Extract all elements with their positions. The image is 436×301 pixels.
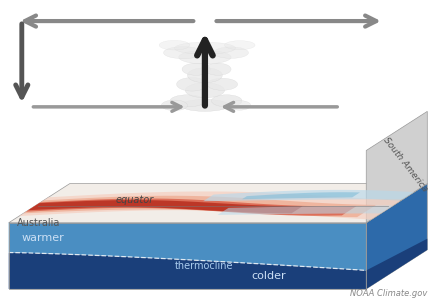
Polygon shape [218, 206, 393, 215]
Ellipse shape [170, 95, 205, 107]
Polygon shape [203, 190, 414, 201]
Polygon shape [366, 239, 427, 289]
Text: Australia: Australia [17, 218, 60, 228]
Polygon shape [28, 200, 303, 213]
Ellipse shape [229, 101, 251, 110]
Ellipse shape [177, 77, 207, 91]
Ellipse shape [164, 47, 203, 59]
Ellipse shape [207, 78, 238, 90]
Ellipse shape [185, 83, 225, 98]
Text: colder: colder [252, 271, 286, 281]
Polygon shape [366, 184, 427, 289]
Ellipse shape [159, 40, 190, 50]
Polygon shape [24, 196, 376, 217]
Polygon shape [9, 223, 366, 270]
Ellipse shape [211, 95, 242, 107]
Text: South America: South America [382, 135, 429, 193]
Text: NOAA Climate.gov: NOAA Climate.gov [350, 289, 427, 298]
Polygon shape [19, 191, 401, 219]
Polygon shape [9, 253, 366, 289]
Ellipse shape [225, 41, 255, 50]
Ellipse shape [161, 100, 187, 111]
Text: equator: equator [116, 195, 154, 205]
Ellipse shape [174, 42, 235, 54]
Polygon shape [9, 184, 427, 223]
Ellipse shape [179, 50, 231, 64]
Ellipse shape [214, 47, 249, 58]
Ellipse shape [181, 99, 229, 111]
Polygon shape [242, 192, 360, 199]
Ellipse shape [205, 63, 231, 75]
Ellipse shape [182, 63, 210, 75]
Text: thermocline: thermocline [174, 261, 233, 271]
Text: warmer: warmer [22, 233, 65, 243]
Polygon shape [366, 111, 427, 223]
Ellipse shape [187, 68, 222, 83]
Polygon shape [26, 198, 357, 216]
